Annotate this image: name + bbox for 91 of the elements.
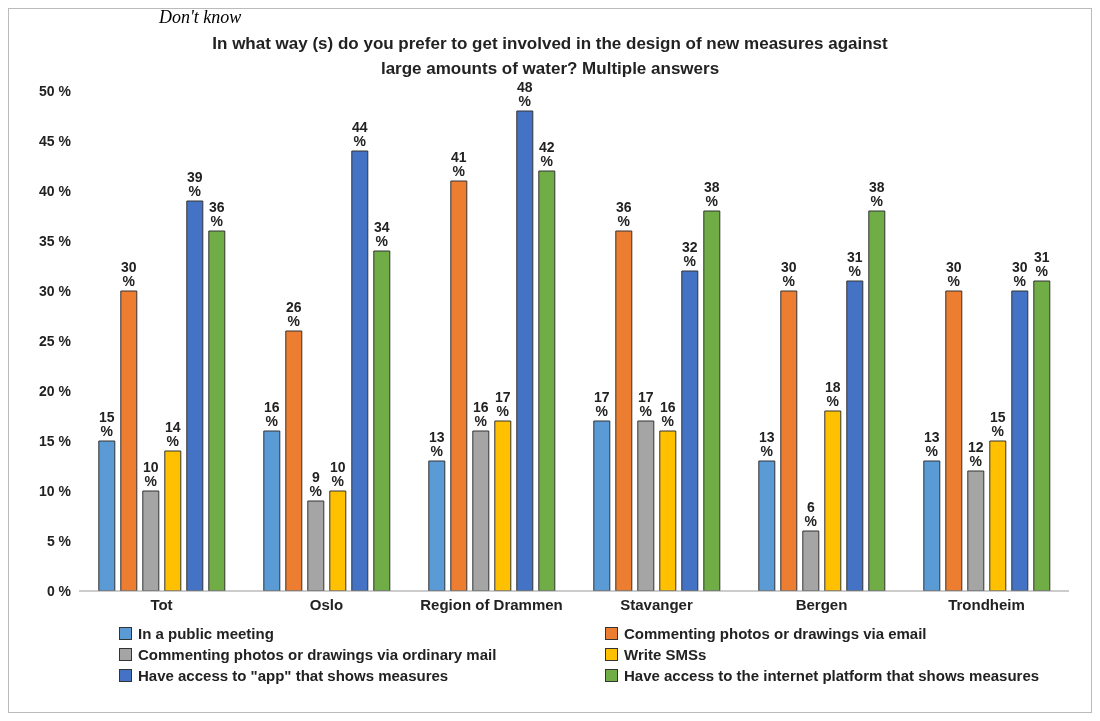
bar (824, 410, 842, 591)
y-tick-label: 20 % (39, 382, 72, 399)
bar (681, 270, 699, 591)
data-label: 10 % (143, 459, 159, 489)
data-label: 36 % (209, 199, 225, 229)
data-label: 42 % (539, 139, 555, 169)
bar (989, 440, 1007, 591)
y-tick-label: 10 % (39, 482, 72, 499)
data-label: 38 % (869, 179, 885, 209)
bar (208, 230, 226, 591)
data-label: 30 % (1012, 259, 1028, 289)
bar (351, 150, 369, 591)
y-tick-label: 45 % (39, 132, 72, 149)
bar (285, 330, 303, 591)
data-label: 16 % (473, 399, 489, 429)
data-label: 15 % (99, 409, 115, 439)
bar (516, 110, 534, 591)
x-tick-label: Trondheim (948, 595, 1025, 613)
legend-label: Commenting photos or drawings via email (624, 625, 927, 642)
data-label: 30 % (946, 259, 962, 289)
x-tick-label: Oslo (309, 595, 344, 613)
bar (780, 290, 798, 591)
bar (659, 430, 677, 591)
bar (703, 210, 721, 591)
x-tick-label: Stavanger (620, 595, 693, 613)
data-label: 32 % (682, 239, 698, 269)
x-tick-label: Region of Drammen (420, 595, 563, 613)
data-label: 39 % (187, 169, 203, 199)
data-label: 17 % (638, 389, 654, 419)
y-tick-label: 30 % (39, 282, 72, 299)
data-label: 26 % (286, 299, 302, 329)
bar (868, 210, 886, 591)
data-label: 31 % (847, 249, 863, 279)
x-tick-label: Tot (150, 595, 173, 613)
data-label: 34 % (374, 219, 390, 249)
data-label: 44 % (352, 119, 368, 149)
bar (373, 250, 391, 591)
data-label: 13 % (924, 429, 940, 459)
legend-label: Commenting photos or drawings via ordinary mail (138, 646, 497, 663)
x-tick-label: Bergen (795, 595, 848, 613)
bar (450, 180, 468, 591)
legend-label: Write SMSs (624, 646, 707, 663)
y-tick-label: 40 % (39, 182, 72, 199)
data-label: 15 % (990, 409, 1006, 439)
bar (758, 460, 776, 591)
data-label: 10 % (330, 459, 346, 489)
data-label: 36 % (616, 199, 632, 229)
y-tick-label: 25 % (39, 332, 72, 349)
data-label: 38 % (704, 179, 720, 209)
legend-label: Have access to the internet platform that shows measures (624, 667, 1040, 684)
data-label: 17 % (495, 389, 511, 419)
data-label: 13 % (759, 429, 775, 459)
chart-title: In what way (s) do you prefer to get involved in the design of new measures against large amounts of water? Multiple answers (212, 34, 888, 78)
data-label: 48 % (517, 79, 533, 109)
legend-label: Have access to "app" that shows measures (138, 667, 449, 684)
data-label: 13 % (429, 429, 445, 459)
bar (615, 230, 633, 591)
bar (923, 460, 941, 591)
data-label: 16 % (264, 399, 280, 429)
bar (263, 430, 281, 591)
text: Don't know (159, 7, 242, 28)
bar (98, 440, 116, 591)
bar (538, 170, 556, 591)
bar (494, 420, 512, 591)
bar (945, 290, 963, 591)
bar (593, 420, 611, 591)
bar (120, 290, 138, 591)
data-label: 30 % (121, 259, 137, 289)
bar (428, 460, 446, 591)
y-tick-label: 0 % (46, 582, 72, 599)
data-label: 12 % (968, 439, 984, 469)
bar (846, 280, 864, 591)
bar (1033, 280, 1051, 591)
data-label: 9 % (309, 469, 323, 499)
data-label: 16 % (660, 399, 676, 429)
y-tick-label: 50 % (39, 82, 72, 99)
bar (1011, 290, 1029, 591)
data-label: 30 % (781, 259, 797, 289)
data-label: 14 % (165, 419, 181, 449)
bar (164, 450, 182, 591)
y-tick-label: 15 % (39, 432, 72, 449)
data-label: 31 % (1034, 249, 1050, 279)
data-label: 6 % (804, 499, 818, 529)
data-label: 17 % (594, 389, 610, 419)
data-label: 18 % (825, 379, 841, 409)
y-tick-label: 35 % (39, 232, 72, 249)
bar (186, 200, 204, 591)
bar (329, 490, 347, 591)
y-tick-label: 5 % (46, 532, 72, 549)
data-label: 41 % (451, 149, 467, 179)
legend-label: In a public meeting (138, 625, 274, 642)
